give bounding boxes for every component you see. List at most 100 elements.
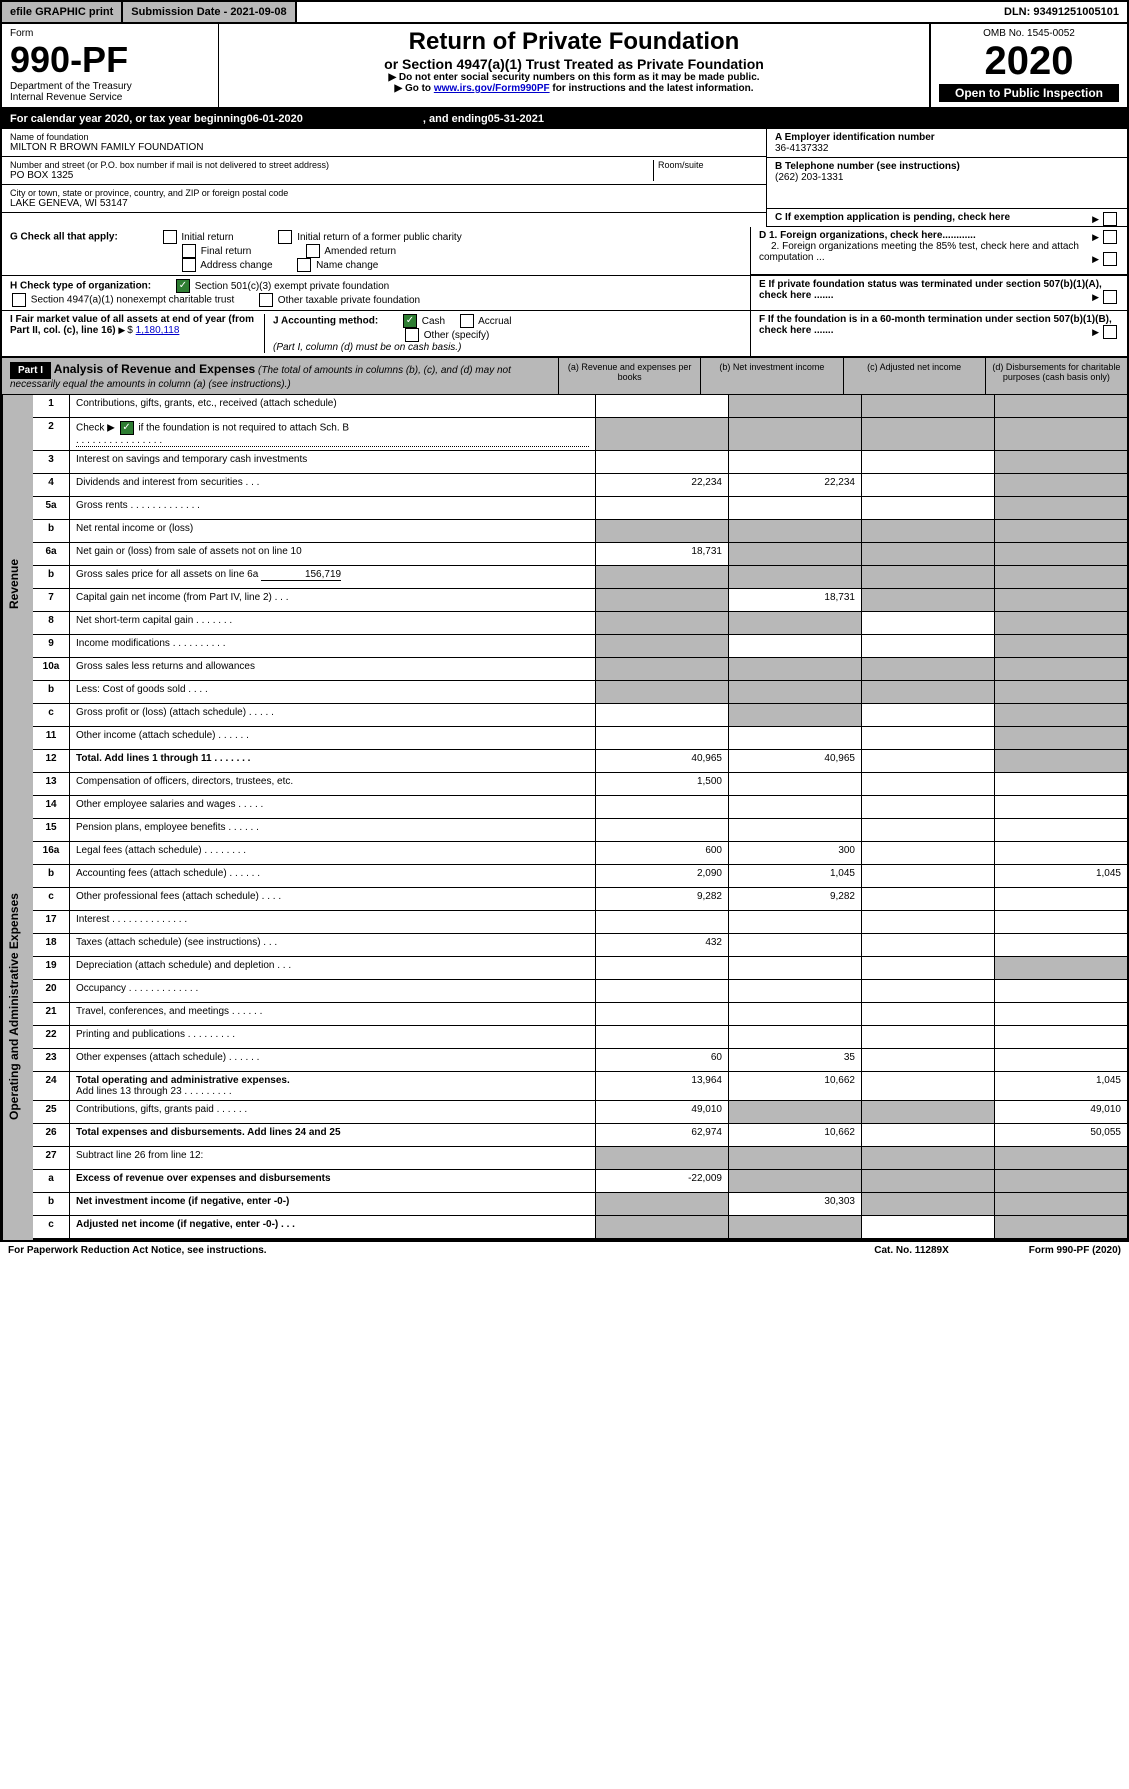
f-checkbox[interactable] [1103, 325, 1117, 339]
line-16c: Other professional fees (attach schedule… [70, 888, 596, 910]
line-3: Interest on savings and temporary cash i… [70, 451, 596, 473]
line-14: Other employee salaries and wages . . . … [70, 796, 596, 818]
4947-cb[interactable] [12, 293, 26, 307]
name-change-cb[interactable] [297, 258, 311, 272]
line-7: Capital gain net income (from Part IV, l… [70, 589, 596, 611]
line-13: Compensation of officers, directors, tru… [70, 773, 596, 795]
line-8: Net short-term capital gain . . . . . . … [70, 612, 596, 634]
val-16ab: 300 [729, 842, 862, 864]
accrual-cb[interactable] [460, 314, 474, 328]
ein-value: 36-4137332 [775, 143, 1119, 154]
d1-label: D 1. Foreign organizations, check here..… [759, 230, 976, 241]
year-begin: 06-01-2020 [247, 113, 303, 125]
other-taxable-cb[interactable] [259, 293, 273, 307]
c-exemption: C If exemption application is pending, c… [767, 209, 1127, 227]
val-24b: 10,662 [729, 1072, 862, 1100]
val-16ca: 9,282 [596, 888, 729, 910]
col-c-header: (c) Adjusted net income [844, 358, 986, 394]
footer-right: Form 990-PF (2020) [1029, 1245, 1121, 1256]
part1-title: Analysis of Revenue and Expenses [54, 362, 255, 376]
val-24a: 13,964 [596, 1072, 729, 1100]
open-public: Open to Public Inspection [939, 84, 1119, 102]
year-end: 05-31-2021 [488, 113, 544, 125]
line-26: Total expenses and disbursements. Add li… [70, 1124, 596, 1146]
efile-label: efile GRAPHIC print [2, 2, 123, 22]
line-10a: Gross sales less returns and allowances [70, 658, 596, 680]
val-4a: 22,234 [596, 474, 729, 496]
revenue-section: Revenue 1Contributions, gifts, grants, e… [2, 395, 1127, 773]
e-label: E If private foundation status was termi… [759, 279, 1102, 301]
initial-return-cb[interactable] [163, 230, 177, 244]
line-25: Contributions, gifts, grants paid . . . … [70, 1101, 596, 1123]
line-17: Interest . . . . . . . . . . . . . . [70, 911, 596, 933]
val-25d: 49,010 [995, 1101, 1127, 1123]
line-4: Dividends and interest from securities .… [70, 474, 596, 496]
dept-treasury: Department of the Treasury [10, 81, 210, 92]
f-label: F If the foundation is in a 60-month ter… [759, 314, 1112, 336]
line-27c: Adjusted net income (if negative, enter … [70, 1216, 596, 1238]
val-6b-inline: 156,719 [261, 569, 341, 581]
e-checkbox[interactable] [1103, 290, 1117, 304]
address-change-cb[interactable] [182, 258, 196, 272]
submission-date: Submission Date - 2021-09-08 [123, 2, 296, 22]
other-method-cb[interactable] [405, 328, 419, 342]
val-16aa: 600 [596, 842, 729, 864]
c-checkbox[interactable] [1103, 212, 1117, 226]
val-24d: 1,045 [995, 1072, 1127, 1100]
val-23a: 60 [596, 1049, 729, 1071]
initial-former-cb[interactable] [278, 230, 292, 244]
form-link[interactable]: www.irs.gov/Form990PF [434, 83, 550, 94]
j-note: (Part I, column (d) must be on cash basi… [273, 342, 461, 353]
street-address: PO BOX 1325 [10, 170, 653, 181]
city-zip: LAKE GENEVA, WI 53147 [10, 198, 758, 209]
line-21: Travel, conferences, and meetings . . . … [70, 1003, 596, 1025]
val-16ba: 2,090 [596, 865, 729, 887]
line-5a: Gross rents . . . . . . . . . . . . . [70, 497, 596, 519]
city-cell: City or town, state or province, country… [2, 185, 766, 213]
footer-left: For Paperwork Reduction Act Notice, see … [8, 1245, 267, 1256]
d1-checkbox[interactable] [1103, 230, 1117, 244]
dln: DLN: 93491251005101 [996, 2, 1127, 22]
line-10b: Less: Cost of goods sold . . . . [70, 681, 596, 703]
sch-b-cb[interactable] [120, 421, 134, 435]
val-16cb: 9,282 [729, 888, 862, 910]
cash-cb[interactable] [403, 314, 417, 328]
part1-header-row: Part I Analysis of Revenue and Expenses … [2, 358, 1127, 395]
val-12b: 40,965 [729, 750, 862, 772]
j-label: J Accounting method: [273, 316, 378, 327]
line-12: Total. Add lines 1 through 11 . . . . . … [70, 750, 596, 772]
final-return-cb[interactable] [182, 244, 196, 258]
line-20: Occupancy . . . . . . . . . . . . . [70, 980, 596, 1002]
line-22: Printing and publications . . . . . . . … [70, 1026, 596, 1048]
footer-mid: Cat. No. 11289X [874, 1245, 948, 1256]
line-16a: Legal fees (attach schedule) . . . . . .… [70, 842, 596, 864]
foundation-name: MILTON R BROWN FAMILY FOUNDATION [10, 142, 758, 153]
amended-return-cb[interactable] [306, 244, 320, 258]
phone-cell: B Telephone number (see instructions) (2… [767, 158, 1127, 209]
form-label: Form [10, 28, 210, 39]
phone-value: (262) 203-1331 [775, 172, 1119, 183]
form-title: Return of Private Foundation [227, 28, 921, 56]
val-27bb: 30,303 [729, 1193, 862, 1215]
i-value[interactable]: 1,180,118 [136, 325, 180, 336]
line-24: Total operating and administrative expen… [70, 1072, 596, 1100]
line-5b: Net rental income or (loss) [70, 520, 596, 542]
revenue-label: Revenue [2, 395, 33, 773]
line-1: Contributions, gifts, grants, etc., rece… [70, 395, 596, 417]
line-16b: Accounting fees (attach schedule) . . . … [70, 865, 596, 887]
val-18a: 432 [596, 934, 729, 956]
part1-label: Part I [10, 362, 51, 379]
val-7b: 18,731 [729, 589, 862, 611]
g-label: G Check all that apply: [10, 232, 118, 243]
line-2: Check ▶ if the foundation is not require… [70, 418, 596, 450]
calendar-year-row: For calendar year 2020, or tax year begi… [2, 109, 1127, 129]
line-18: Taxes (attach schedule) (see instruction… [70, 934, 596, 956]
foundation-name-cell: Name of foundation MILTON R BROWN FAMILY… [2, 129, 766, 157]
val-16bd: 1,045 [995, 865, 1127, 887]
line-27b: Net investment income (if negative, ente… [70, 1193, 596, 1215]
val-13a: 1,500 [596, 773, 729, 795]
line-6b: Gross sales price for all assets on line… [70, 566, 596, 588]
501c3-cb[interactable] [176, 279, 190, 293]
d2-checkbox[interactable] [1103, 252, 1117, 266]
val-26d: 50,055 [995, 1124, 1127, 1146]
